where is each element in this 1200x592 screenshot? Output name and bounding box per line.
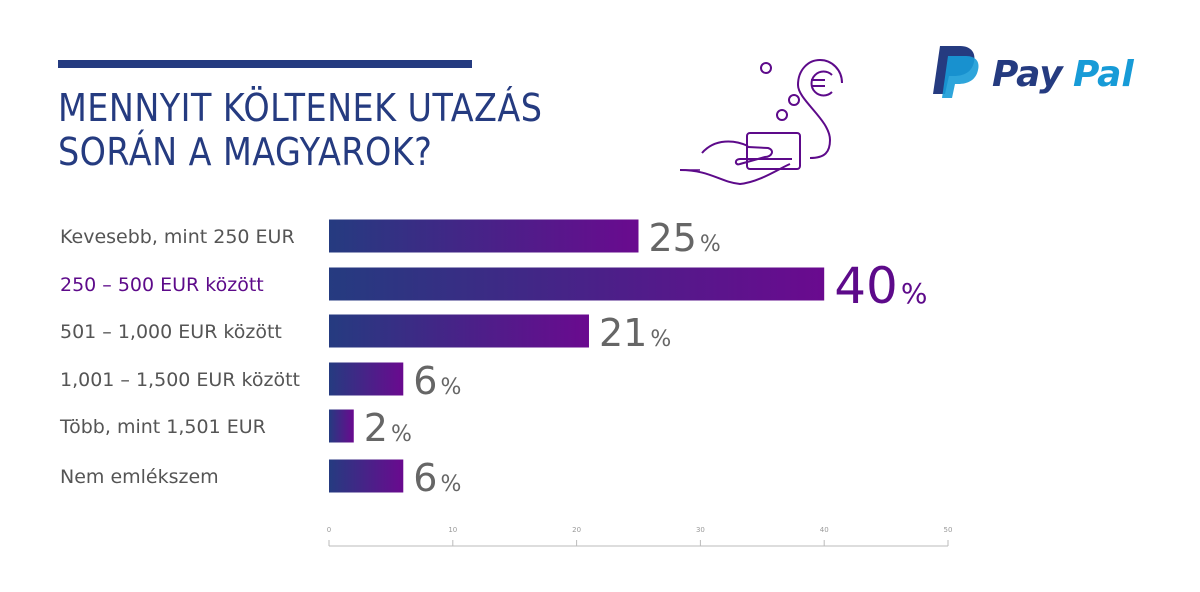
value-label: 2%: [364, 406, 412, 450]
hand-card-euro-icon: [680, 58, 843, 186]
logo-text-pal: Pal: [1073, 54, 1134, 95]
category-label: Nem emlékszem: [60, 466, 219, 488]
title-line-1: MENNYIT KÖLTENEK UTAZÁS: [58, 86, 543, 130]
value-label: 6%: [413, 359, 461, 403]
paypal-logo: Pay Pal: [933, 46, 1134, 98]
x-tick-label: 40: [820, 526, 829, 534]
x-tick-label: 10: [448, 526, 457, 534]
x-tick-label: 20: [572, 526, 581, 534]
category-label: 250 – 500 EUR között: [60, 274, 264, 296]
value-label: 40%: [834, 257, 927, 315]
logo-text-pay: Pay: [992, 54, 1064, 95]
value-label: 25%: [649, 216, 721, 260]
bar: [329, 267, 825, 301]
bar: [329, 409, 354, 443]
value-label: 6%: [413, 456, 461, 500]
bar: [329, 219, 639, 253]
x-tick-label: 50: [944, 526, 953, 534]
category-label: 501 – 1,000 EUR között: [60, 321, 282, 343]
category-label: Több, mint 1,501 EUR: [59, 416, 266, 438]
value-label: 21%: [599, 311, 671, 355]
bar: [329, 314, 589, 348]
title-line-2: SORÁN A MAGYAROK?: [58, 130, 433, 174]
category-label: Kevesebb, mint 250 EUR: [60, 226, 295, 248]
title-accent-bar: [58, 60, 472, 68]
x-tick-label: 30: [696, 526, 705, 534]
bar: [329, 459, 404, 493]
category-label: 1,001 – 1,500 EUR között: [60, 369, 300, 391]
x-tick-label: 0: [327, 526, 331, 534]
bar: [329, 362, 404, 396]
page-title: MENNYIT KÖLTENEK UTAZÁS SORÁN A MAGYAROK…: [58, 86, 542, 174]
